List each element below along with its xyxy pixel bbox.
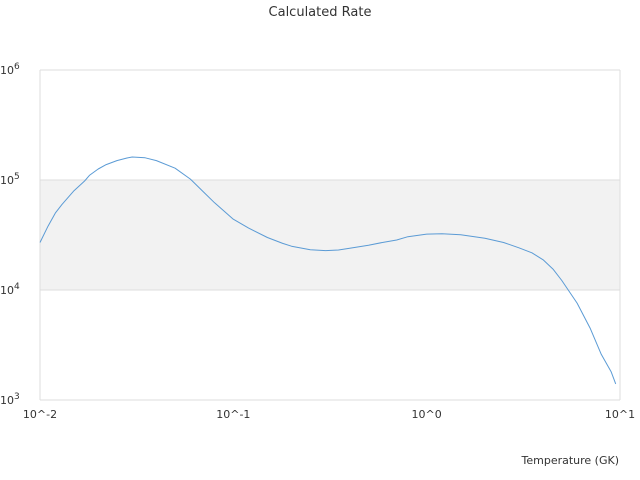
y-tick-base: 10 (0, 64, 14, 77)
y-tick-exponent: 3 (14, 392, 20, 402)
x-axis-ticks: 10^-2 10^-1 10^0 10^1 (23, 408, 635, 421)
x-tick-label: 10^-2 (23, 408, 57, 421)
chart-title: Calculated Rate (269, 5, 372, 20)
y-tick-exponent: 5 (14, 172, 20, 182)
plot-band (40, 180, 620, 290)
y-tick-label: 103 (0, 392, 20, 407)
x-axis-title: Temperature (GK) (521, 454, 620, 467)
gridlines (39, 69, 621, 401)
y-tick-base: 10 (0, 284, 14, 297)
data-series (39, 156, 617, 385)
y-tick-exponent: 6 (14, 62, 20, 72)
y-tick-label: 104 (0, 282, 20, 297)
x-tick-label: 10^1 (605, 408, 635, 421)
y-tick-label: 106 (0, 62, 20, 77)
background-bands (40, 180, 620, 290)
x-tick-label: 10^0 (412, 408, 442, 421)
x-tick-label: 10^-1 (216, 408, 250, 421)
y-tick-base: 10 (0, 174, 14, 187)
series-line-0 (39, 156, 617, 385)
y-tick-label: 105 (0, 172, 20, 187)
y-tick-base: 10 (0, 394, 14, 407)
y-tick-exponent: 4 (14, 282, 20, 292)
